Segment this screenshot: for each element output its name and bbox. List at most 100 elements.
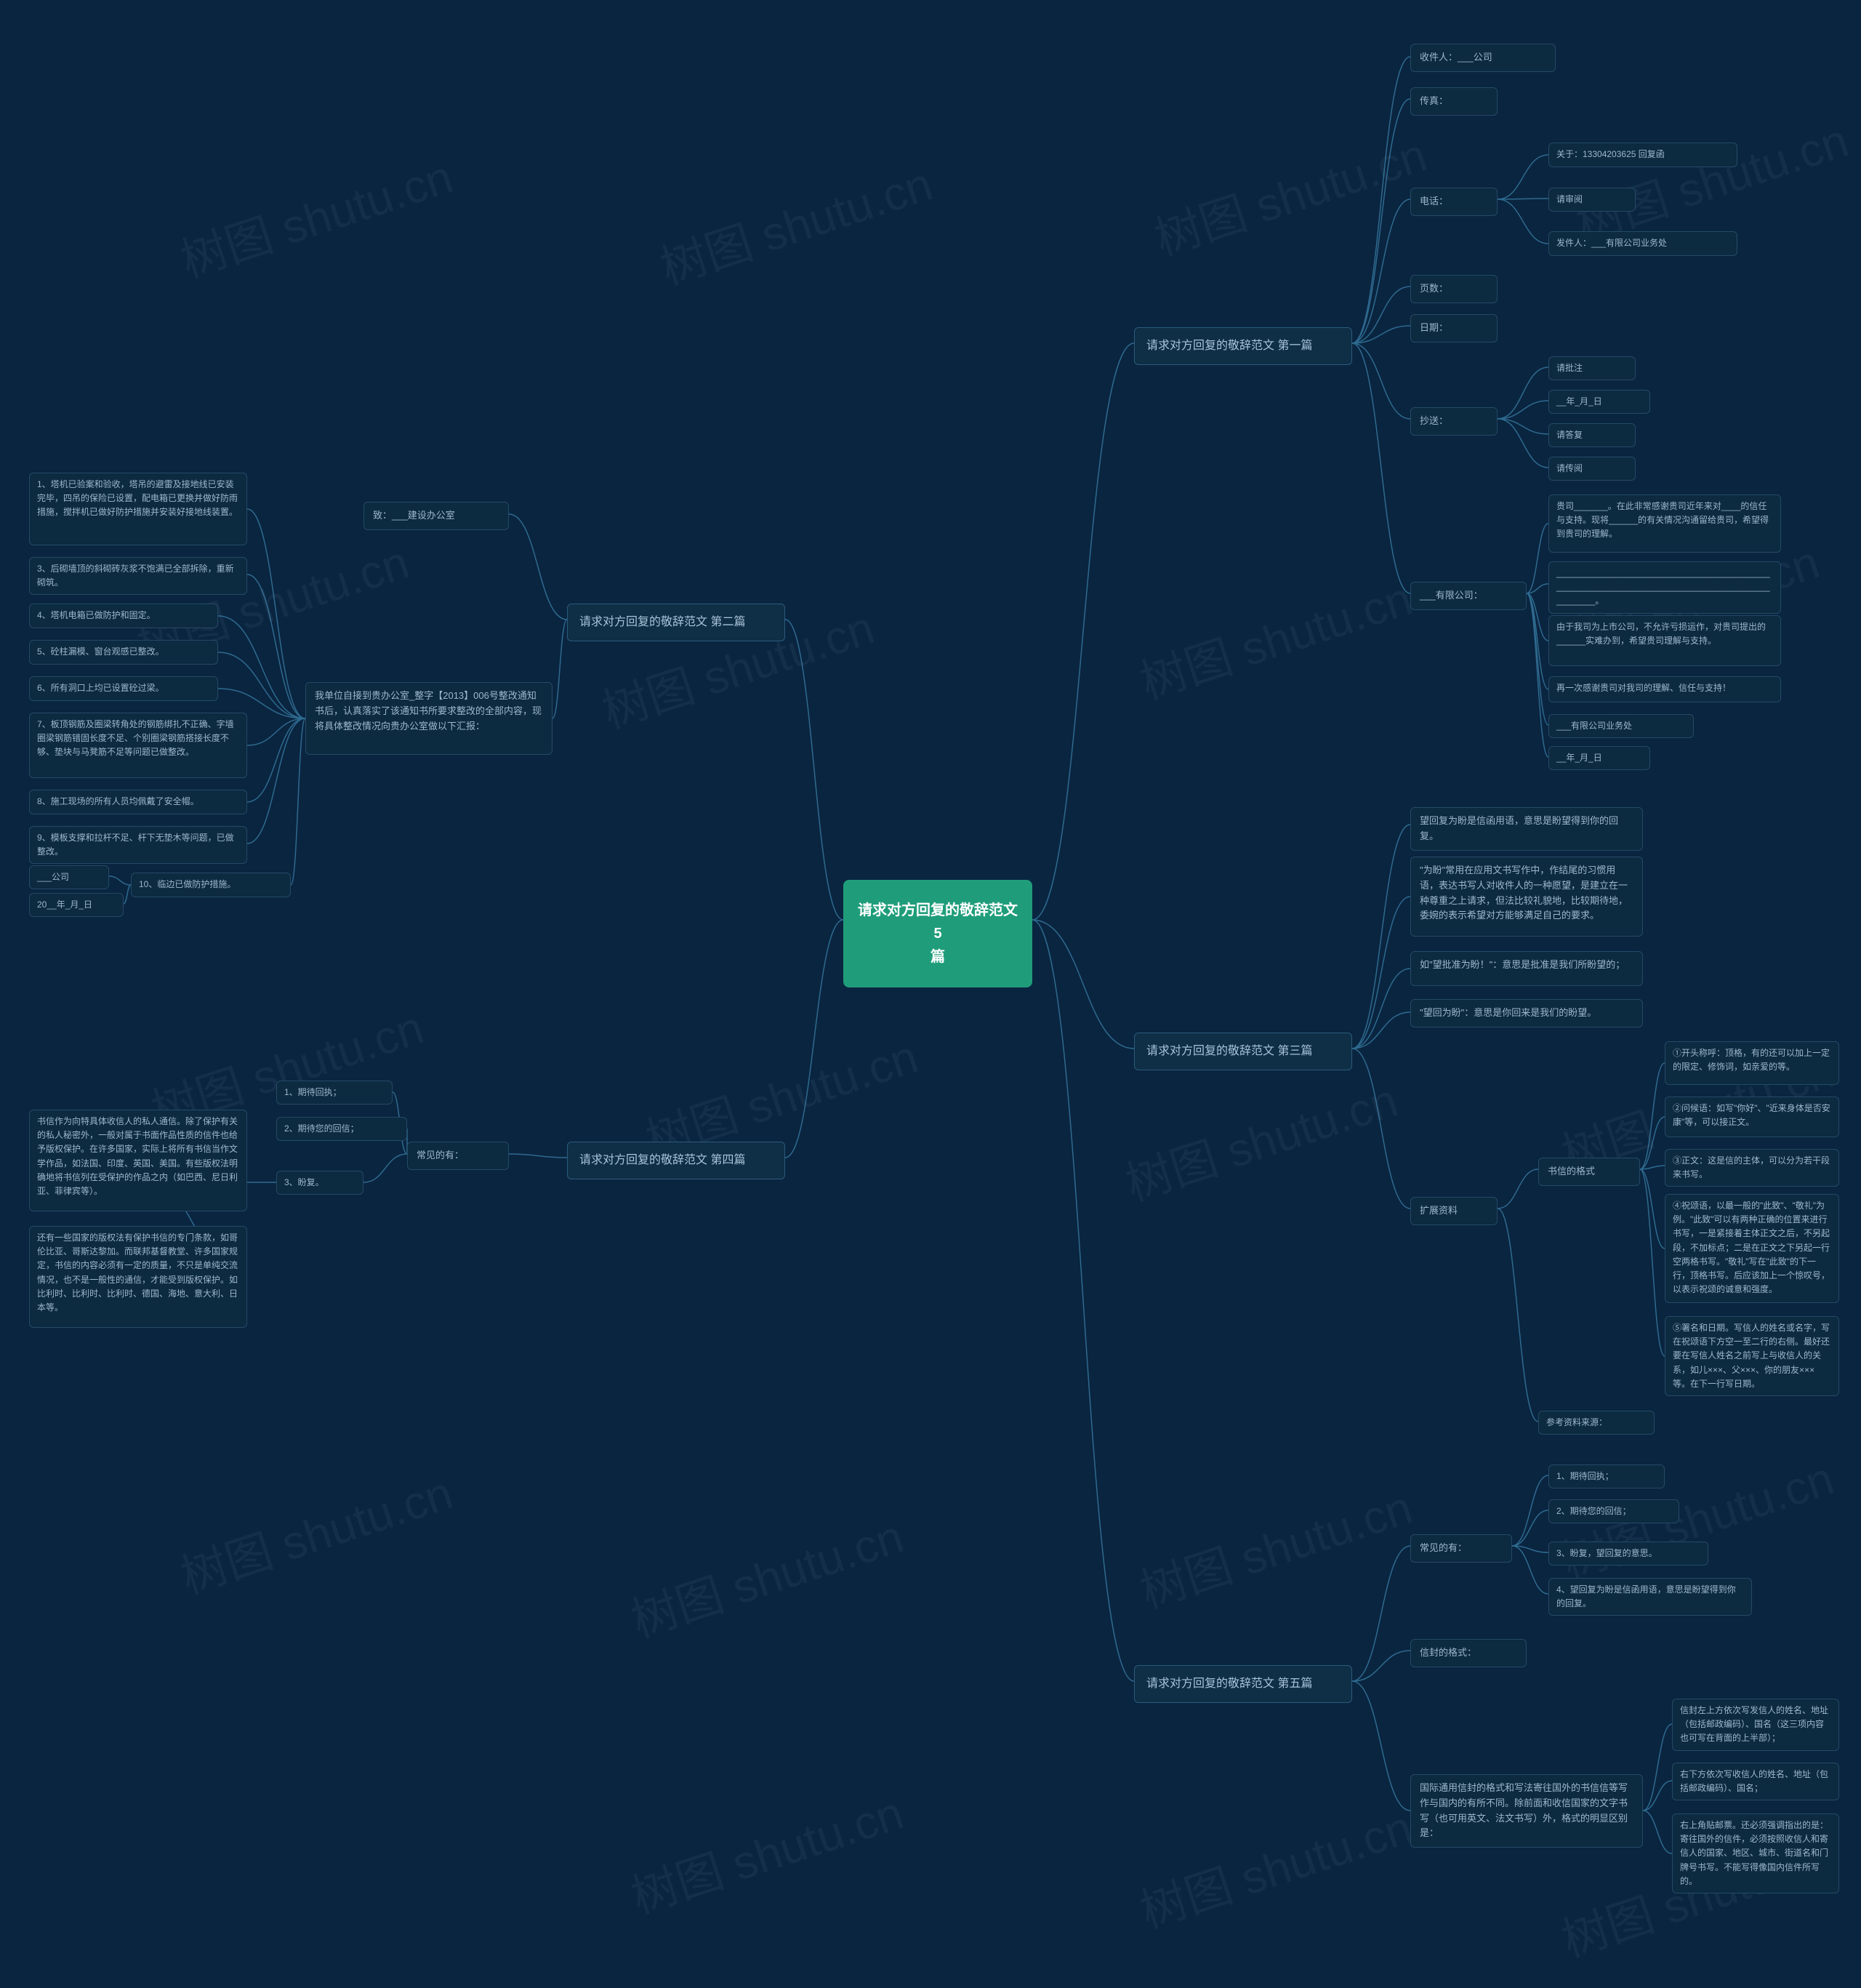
edge (1640, 1117, 1665, 1169)
leaf-node[interactable]: 扩展资料 (1410, 1197, 1498, 1225)
leaf-node[interactable]: ___有限公司业务处 (1548, 714, 1694, 738)
edge (1512, 1546, 1548, 1594)
edge (1527, 593, 1548, 757)
edge (1352, 326, 1410, 343)
leaf-node[interactable]: ④祝颂语，以最一般的"此致"、"敬礼"为例。"此致"可以有两种正确的位置来进行书… (1665, 1194, 1839, 1303)
edge (1352, 1681, 1410, 1811)
watermark: 树图 shutu.cn (622, 1499, 910, 1650)
edge (552, 620, 567, 718)
leaf-node[interactable]: 右下方依次写收信人的姓名、地址（包括邮政编码）、国名； (1672, 1763, 1839, 1800)
edge (1032, 920, 1134, 1681)
leaf-node[interactable]: ___公司 (29, 865, 109, 889)
leaf-node[interactable]: 常见的有： (407, 1142, 509, 1170)
edge (1498, 401, 1548, 419)
edge (1640, 1166, 1665, 1169)
edge (124, 885, 131, 904)
leaf-node[interactable]: 书信的格式 (1538, 1158, 1640, 1186)
leaf-node[interactable]: 1、塔机已验案和验收，塔吊的避雷及接地线已安装完毕，四吊的保险已设置，配电箱已更… (29, 473, 247, 545)
edge (1352, 286, 1410, 343)
leaf-node[interactable]: 4、塔机电箱已做防护和固定。 (29, 604, 218, 628)
leaf-node[interactable]: ①开头称呼：顶格，有的还可以加上一定的限定、修饰词，如亲爱的等。 (1665, 1041, 1839, 1085)
root-node[interactable]: 请求对方回复的敬辞范文5 篇 (843, 880, 1032, 987)
edge (1352, 969, 1410, 1049)
leaf-node[interactable]: 如"望批准为盼！"：意思是批准是我们所盼望的； (1410, 951, 1643, 986)
leaf-node[interactable]: 收件人：___公司 (1410, 44, 1556, 72)
leaf-node[interactable]: 国际通用信封的格式和写法寄往国外的书信信等写作与国内的有所不同。除前面和收信国家… (1410, 1774, 1643, 1848)
branch-node[interactable]: 请求对方回复的敬辞范文 第二篇 (567, 604, 785, 641)
watermark: 树图 shutu.cn (622, 1776, 910, 1926)
leaf-node[interactable]: ③正文：这是信的主体，可以分为若干段来书写。 (1665, 1149, 1839, 1187)
leaf-node[interactable]: 贵司_______。在此非常感谢贵司近年来对____的信任与支持。现将_____… (1548, 494, 1781, 553)
leaf-node[interactable]: 5、砼柱漏模、窗台观感已整改。 (29, 640, 218, 665)
leaf-node[interactable]: 1、期待回执； (276, 1081, 393, 1105)
leaf-node[interactable]: 参考资料来源： (1538, 1411, 1655, 1435)
edge (1352, 343, 1410, 419)
watermark: 树图 shutu.cn (1130, 561, 1419, 712)
leaf-node[interactable]: 传真： (1410, 87, 1498, 116)
leaf-node[interactable]: 10、临边已做防护措施。 (131, 873, 291, 897)
leaf-node[interactable]: 6、所有洞口上均已设置砼过梁。 (29, 676, 218, 701)
edge (1352, 1012, 1410, 1049)
edge (247, 574, 305, 718)
edge (247, 509, 305, 718)
leaf-node[interactable]: 还有一些国家的版权法有保护书信的专门条款，如哥伦比亚、哥斯达黎加。而联邦基督教堂… (29, 1226, 247, 1328)
watermark: 树图 shutu.cn (171, 140, 459, 290)
edge (1352, 199, 1410, 343)
leaf-node[interactable]: ___有限公司： (1410, 582, 1527, 610)
edge (1352, 1546, 1410, 1681)
leaf-node[interactable]: ⑤署名和日期。写信人的姓名或名字，写在祝颂语下方空一至二行的右侧。最好还要在写信… (1665, 1316, 1839, 1396)
leaf-node[interactable]: 2、期待您的回信； (1548, 1499, 1679, 1523)
leaf-node[interactable]: 7、板顶钢筋及圈梁转角处的钢筋绑扎不正确、字墙圈梁钢筋错固长度不足、个别圈梁钢筋… (29, 713, 247, 778)
leaf-node[interactable]: 信封左上方依次写发信人的姓名、地址（包括邮政编码）、国名（这三项内容也可写在背面… (1672, 1699, 1839, 1751)
leaf-node[interactable]: 请传阅 (1548, 457, 1636, 481)
leaf-node[interactable]: 日期： (1410, 314, 1498, 342)
leaf-node[interactable]: 请审阅 (1548, 188, 1636, 212)
leaf-node[interactable]: 抄送： (1410, 407, 1498, 436)
leaf-node[interactable]: 3、后砌墙顶的斜砌砖灰浆不饱满已全部拆除，重新砌筑。 (29, 557, 247, 595)
edge (1512, 1510, 1548, 1546)
edge (1643, 1811, 1672, 1853)
leaf-node[interactable]: 1、期待回执； (1548, 1464, 1665, 1488)
leaf-node[interactable]: 2、期待您的回信； (276, 1117, 407, 1141)
leaf-node[interactable]: 4、望回复为盼是信函用语，意思是盼望得到你的回复。 (1548, 1578, 1752, 1616)
leaf-node[interactable]: ________________________________________… (1548, 561, 1781, 614)
leaf-node[interactable]: 致：___建设办公室 (363, 502, 509, 530)
leaf-node[interactable]: 请答复 (1548, 423, 1636, 447)
leaf-node[interactable]: 页数： (1410, 275, 1498, 303)
leaf-node[interactable]: 右上角贴邮票。还必须强调指出的是：寄往国外的信件，必须按照收信人和寄信人的国家、… (1672, 1813, 1839, 1893)
edge (785, 620, 843, 920)
leaf-node[interactable]: "望回为盼"：意思是你回来是我们的盼望。 (1410, 999, 1643, 1027)
leaf-node[interactable]: "为盼"常用在应用文书写作中，作结尾的习惯用语，表达书写人对收件人的一种愿望，是… (1410, 857, 1643, 937)
leaf-node[interactable]: 信封的格式： (1410, 1639, 1527, 1667)
leaf-node[interactable]: 3、盼复。 (276, 1171, 363, 1195)
leaf-node[interactable]: 3、盼复，望回复的意思。 (1548, 1542, 1708, 1566)
leaf-node[interactable]: __年_月_日 (1548, 746, 1650, 770)
edge (1352, 825, 1410, 1049)
edge (509, 1154, 567, 1158)
leaf-node[interactable]: __年_月_日 (1548, 390, 1650, 414)
watermark: 树图 shutu.cn (171, 1456, 459, 1606)
leaf-node[interactable]: 发件人：___有限公司业务处 (1548, 231, 1737, 256)
branch-node[interactable]: 请求对方回复的敬辞范文 第一篇 (1134, 327, 1352, 365)
leaf-node[interactable]: ②问候语：如写"你好"、"近来身体是否安康"等，可以接正文。 (1665, 1097, 1839, 1137)
leaf-node[interactable]: 电话： (1410, 188, 1498, 216)
leaf-node[interactable]: 我单位自接到贵办公室_整字【2013】006号整改通知书后，认真落实了该通知书所… (305, 682, 552, 755)
branch-node[interactable]: 请求对方回复的敬辞范文 第四篇 (567, 1142, 785, 1179)
leaf-node[interactable]: 关于：13304203625 回复函 (1548, 143, 1737, 167)
branch-node[interactable]: 请求对方回复的敬辞范文 第三篇 (1134, 1033, 1352, 1070)
leaf-node[interactable]: 请批注 (1548, 356, 1636, 380)
leaf-node[interactable]: 8、施工现场的所有人员均佩戴了安全帽。 (29, 790, 247, 814)
leaf-node[interactable]: 望回复为盼是信函用语，意思是盼望得到你的回复。 (1410, 807, 1643, 851)
edge (1498, 419, 1548, 468)
leaf-node[interactable]: 9、模板支撑和拉杆不足、杆下无垫木等问题，已做整改。 (29, 826, 247, 864)
edge (218, 652, 305, 718)
leaf-node[interactable]: 书信作为向特具体收信人的私人通信。除了保护有关的私人秘密外，一般对属于书面作品性… (29, 1110, 247, 1211)
leaf-node[interactable]: 再一次感谢贵司对我司的理解、信任与支持！ (1548, 676, 1781, 702)
leaf-node[interactable]: 20__年_月_日 (29, 893, 124, 917)
edge (509, 514, 567, 620)
leaf-node[interactable]: 常见的有： (1410, 1534, 1512, 1563)
branch-node[interactable]: 请求对方回复的敬辞范文 第五篇 (1134, 1665, 1352, 1703)
watermark: 树图 shutu.cn (1116, 1063, 1404, 1214)
leaf-node[interactable]: 由于我司为上市公司，不允许亏损运作，对贵司提出的______实难办到，希望贵司理… (1548, 615, 1781, 666)
edge (1498, 367, 1548, 419)
